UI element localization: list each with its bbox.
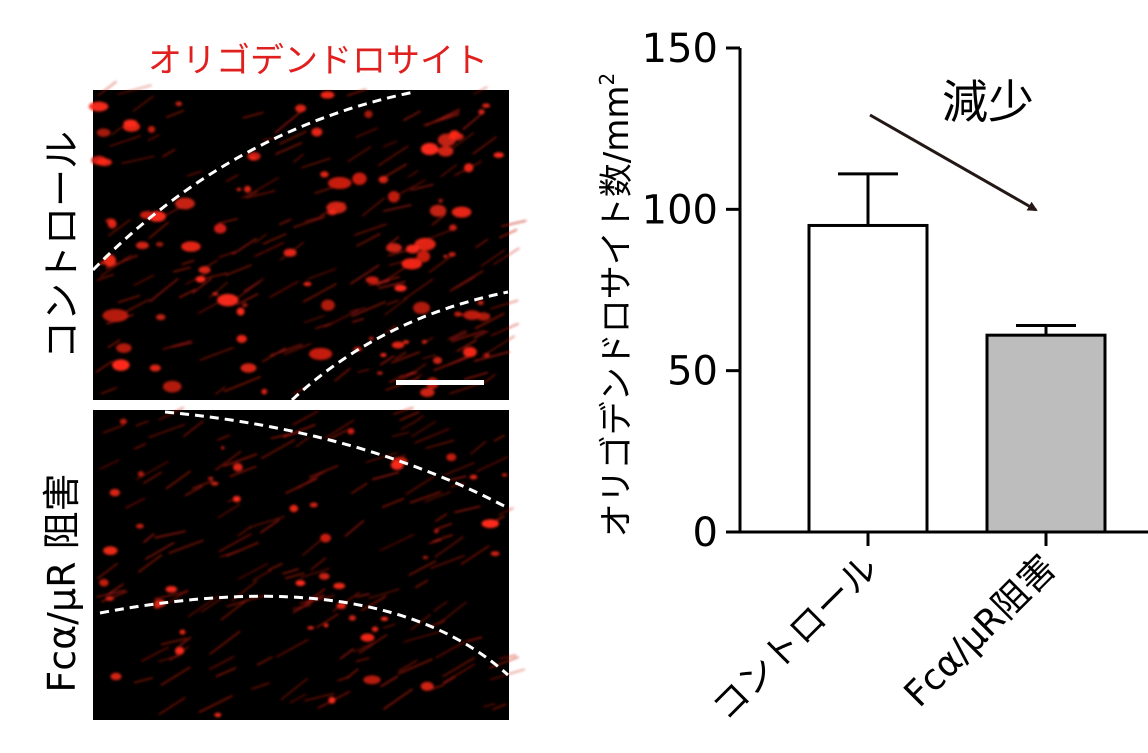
- decrease-annotation: 減少: [942, 75, 1034, 129]
- x-tick-label: Fcα/μR阻害: [897, 547, 1065, 715]
- decrease-arrow: [869, 113, 1038, 212]
- scale-bar: [396, 380, 484, 385]
- oligodendrocyte-cells: [95, 406, 525, 718]
- row-label-control: コントロール: [40, 131, 84, 359]
- y-tick-label: 50: [667, 349, 718, 395]
- white-matter-boundary-lower: [99, 594, 510, 677]
- micrograph-panel-control: [88, 81, 527, 402]
- y-axis-label-superscript: 2: [595, 73, 619, 86]
- y-tick-label: 0: [693, 510, 718, 556]
- oligodendrocyte-cells: [88, 81, 527, 397]
- bar-chart: オリゴデンドロサイト数/mm2 0 50 100 150 コントロール Fcα/μR阻害…: [595, 26, 1148, 729]
- white-matter-boundary-lower: [290, 290, 509, 402]
- bar: [985, 333, 1107, 534]
- stain-label: オリゴデンドロサイト: [148, 41, 488, 81]
- micrograph-panel-inhibited: [93, 406, 525, 720]
- y-tick-label: 150: [642, 26, 718, 72]
- white-matter-boundary-upper: [164, 410, 509, 510]
- y-axis-label-main: オリゴデンドロサイト数/mm: [597, 86, 637, 538]
- row-label-inhibited: Fcα/μR 阻害: [40, 473, 84, 692]
- white-matter-boundary-upper: [91, 90, 415, 272]
- x-tick-label: コントロール: [705, 547, 887, 729]
- y-tick-label: 100: [642, 187, 718, 233]
- y-axis-label: オリゴデンドロサイト数/mm2: [595, 73, 637, 537]
- bar: [807, 223, 929, 534]
